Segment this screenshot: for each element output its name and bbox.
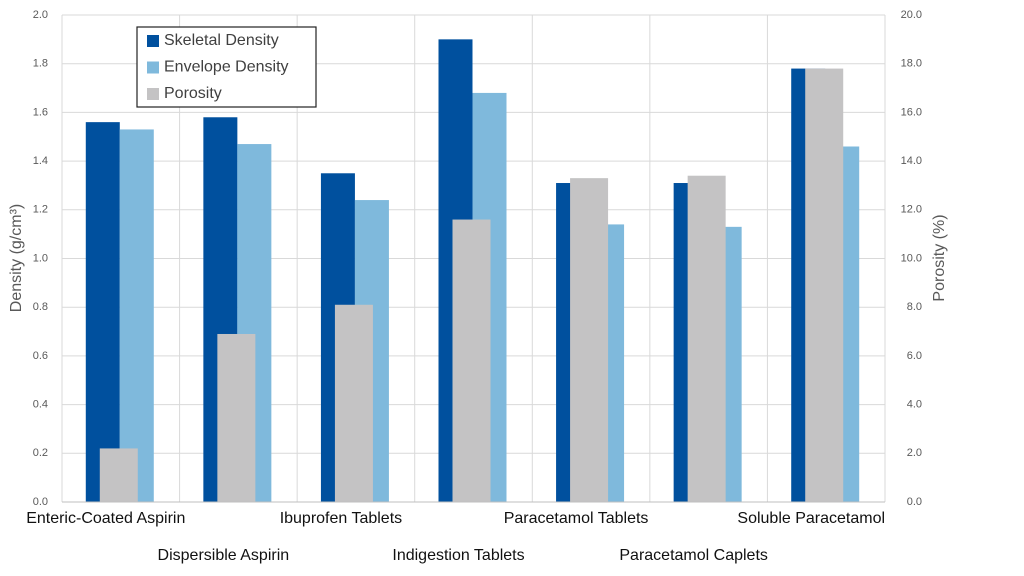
- y-tick-label: 0.2: [33, 447, 48, 459]
- y2-tick-label: 0.0: [907, 496, 922, 508]
- legend-label: Porosity: [164, 85, 222, 102]
- bar: [452, 219, 491, 503]
- legend-swatch: [147, 61, 159, 74]
- x-tick-label: Ibuprofen Tablets: [280, 510, 402, 527]
- y-axis-title: Density (g/cm³): [8, 204, 25, 312]
- y-tick-label: 0.4: [33, 399, 48, 411]
- bar: [85, 122, 120, 502]
- y2-tick-label: 16.0: [901, 106, 922, 118]
- legend-swatch: [147, 88, 159, 100]
- y2-tick-label: 8.0: [907, 301, 922, 313]
- y2-axis-title: Porosity (%): [931, 214, 948, 301]
- x-tick-label: Indigestion Tablets: [392, 547, 524, 564]
- y-tick-label: 0.0: [33, 496, 48, 508]
- y-tick-label: 0.8: [33, 301, 48, 313]
- y2-tick-label: 20.0: [901, 9, 922, 21]
- y-tick-label: 1.2: [33, 204, 48, 216]
- x-tick-label: Dispersible Aspirin: [158, 547, 290, 564]
- y2-tick-label: 4.0: [907, 399, 922, 411]
- y-tick-label: 1.8: [33, 58, 48, 70]
- y2-tick-label: 14.0: [901, 155, 922, 167]
- y-tick-label: 1.6: [33, 106, 48, 118]
- y2-tick-label: 10.0: [901, 252, 922, 264]
- bar: [570, 178, 609, 502]
- y-tick-label: 1.4: [33, 155, 48, 167]
- legend-label: Skeletal Density: [164, 32, 279, 49]
- bar: [119, 129, 154, 502]
- y-tick-label: 2.0: [33, 9, 48, 21]
- legend-box: [136, 26, 317, 108]
- x-tick-label: Soluble Paracetamol: [737, 510, 885, 527]
- x-tick-label: Paracetamol Caplets: [619, 547, 768, 564]
- y2-tick-label: 18.0: [901, 58, 922, 70]
- x-tick-label: Paracetamol Tablets: [504, 510, 649, 527]
- x-tick-label: Enteric-Coated Aspirin: [26, 510, 185, 527]
- bar: [805, 68, 844, 502]
- y2-tick-label: 2.0: [907, 447, 922, 459]
- bar: [99, 448, 138, 502]
- y-tick-label: 1.0: [33, 252, 48, 264]
- bar: [687, 175, 726, 502]
- bar: [217, 333, 256, 502]
- legend-swatch: [147, 35, 159, 47]
- y-tick-label: 0.6: [33, 350, 48, 362]
- legend-label: Envelope Density: [164, 59, 289, 76]
- bar: [334, 304, 373, 502]
- y2-tick-label: 6.0: [907, 350, 922, 362]
- y2-tick-label: 12.0: [901, 204, 922, 216]
